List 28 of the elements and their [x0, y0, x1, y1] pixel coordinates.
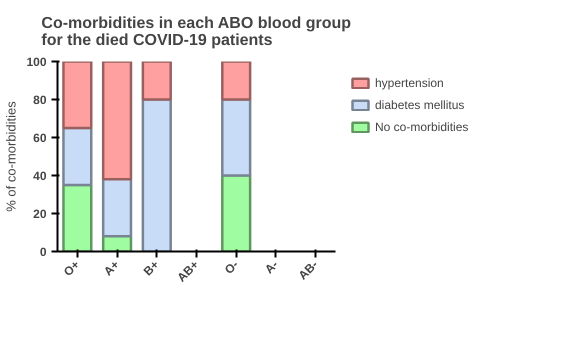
bar	[142, 98, 172, 252]
chart-title: Co-morbidities in each ABO blood group for the died COVID-19 patients	[41, 15, 352, 49]
y-tick-label: 80	[33, 93, 47, 107]
bar	[221, 62, 252, 101]
bar	[62, 62, 93, 130]
x-tick-label: B+	[140, 258, 162, 279]
bar	[62, 126, 93, 186]
bar	[142, 62, 172, 101]
legend-label: No co-morbidities	[375, 120, 468, 134]
bar	[62, 184, 93, 252]
bar	[221, 174, 252, 252]
x-tick-label: AB+	[174, 258, 202, 285]
x-tick-label: A-	[262, 258, 281, 276]
x-tick-label: AB-	[296, 258, 321, 283]
y-tick-label: 100	[26, 55, 47, 69]
x-tick-label: A+	[101, 258, 122, 279]
y-tick-label: 20	[33, 207, 47, 221]
bar	[221, 98, 252, 177]
bar	[102, 62, 132, 181]
y-tick-label: 40	[33, 169, 47, 183]
y-axis-title: % of co-morbidities	[3, 100, 18, 212]
y-tick-label: 0	[40, 245, 47, 259]
x-tick-label: O-	[222, 258, 242, 277]
legend-label: diabetes mellitus	[375, 98, 464, 112]
bar	[102, 178, 132, 238]
legend-label: hypertension	[375, 76, 444, 90]
x-tick-label: O+	[60, 258, 82, 280]
y-tick-label: 60	[33, 131, 47, 145]
